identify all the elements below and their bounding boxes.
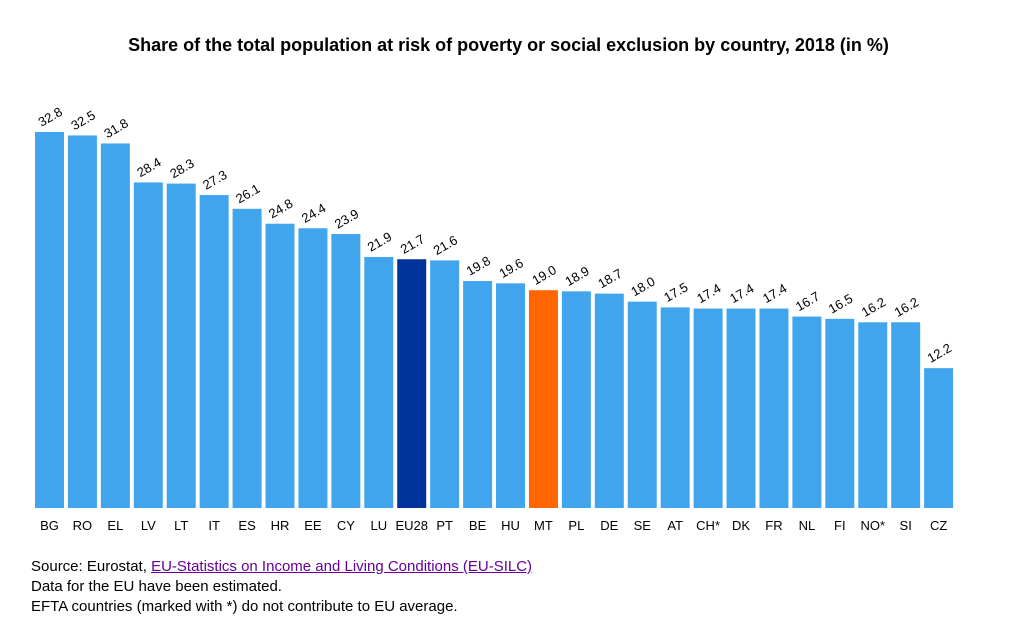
value-label-at: 17.5 bbox=[661, 279, 690, 305]
bar-de bbox=[594, 293, 624, 508]
value-label-fi: 16.5 bbox=[826, 291, 855, 317]
bar-fr bbox=[759, 308, 789, 508]
bar-it bbox=[199, 195, 229, 509]
chart-title: Share of the total population at risk of… bbox=[128, 35, 889, 55]
x-tick-label-ro: RO bbox=[73, 518, 93, 533]
x-tick-label-nl: NL bbox=[799, 518, 816, 533]
bar-es bbox=[232, 208, 262, 509]
bar-lu bbox=[364, 256, 394, 508]
value-label-lv: 28.4 bbox=[134, 154, 163, 180]
value-label-fr: 17.4 bbox=[760, 280, 789, 306]
bar-dk bbox=[726, 308, 756, 508]
value-label-hu: 19.6 bbox=[497, 255, 526, 281]
value-label-eu28: 21.7 bbox=[398, 231, 427, 257]
bar-se bbox=[627, 301, 657, 508]
x-tick-label-es: ES bbox=[238, 518, 256, 533]
bar-eu28 bbox=[397, 259, 427, 508]
x-tick-label-dk: DK bbox=[732, 518, 750, 533]
x-tick-label-at: AT bbox=[667, 518, 683, 533]
value-label-ee: 24.4 bbox=[299, 200, 328, 226]
x-tick-label-hu: HU bbox=[501, 518, 520, 533]
value-label-si: 16.2 bbox=[892, 294, 921, 320]
x-tick-label-lv: LV bbox=[141, 518, 156, 533]
x-tick-label-hr: HR bbox=[271, 518, 290, 533]
x-tick-label-cz: CZ bbox=[930, 518, 947, 533]
x-tick-label-bg: BG bbox=[40, 518, 59, 533]
value-label-de: 18.7 bbox=[595, 266, 624, 292]
bar-ee bbox=[298, 228, 328, 509]
value-label-el: 31.8 bbox=[101, 115, 130, 141]
chart-footer: Source: Eurostat, EU-Statistics on Incom… bbox=[31, 557, 532, 617]
x-tick-label-lu: LU bbox=[370, 518, 387, 533]
value-label-se: 18.0 bbox=[628, 274, 657, 300]
value-label-ch: 17.4 bbox=[694, 280, 723, 306]
value-label-ro: 32.5 bbox=[68, 107, 97, 133]
x-tick-label-fi: FI bbox=[834, 518, 846, 533]
bar-cz bbox=[924, 368, 954, 508]
bar-lv bbox=[133, 182, 163, 508]
bar-no bbox=[858, 322, 888, 508]
x-tick-label-pt: PT bbox=[436, 518, 453, 533]
bar-hr bbox=[265, 223, 295, 508]
bar-si bbox=[891, 322, 921, 508]
value-label-es: 26.1 bbox=[233, 181, 262, 207]
bar-el bbox=[100, 143, 130, 508]
value-label-cz: 12.2 bbox=[925, 340, 954, 366]
bar-ch bbox=[693, 308, 723, 508]
x-tick-label-ch: CH* bbox=[696, 518, 720, 533]
bar-at bbox=[660, 307, 690, 508]
bar-fi bbox=[825, 318, 855, 508]
bar-pt bbox=[430, 260, 460, 508]
value-label-mt: 19.0 bbox=[529, 262, 558, 288]
x-tick-label-it: IT bbox=[208, 518, 220, 533]
bar-hu bbox=[496, 283, 526, 508]
bar-pl bbox=[561, 291, 591, 508]
x-tick-label-si: SI bbox=[900, 518, 912, 533]
value-label-lu: 21.9 bbox=[365, 229, 394, 255]
value-label-hr: 24.8 bbox=[266, 196, 295, 222]
value-label-dk: 17.4 bbox=[727, 280, 756, 306]
x-tick-label-be: BE bbox=[469, 518, 487, 533]
value-label-cy: 23.9 bbox=[332, 206, 361, 232]
x-tick-label-ee: EE bbox=[304, 518, 322, 533]
x-tick-label-se: SE bbox=[634, 518, 652, 533]
bar-mt bbox=[528, 290, 558, 508]
bar-nl bbox=[792, 316, 822, 508]
bar-cy bbox=[331, 234, 361, 508]
x-tick-label-pl: PL bbox=[568, 518, 584, 533]
x-tick-label-de: DE bbox=[600, 518, 618, 533]
bar-bg bbox=[35, 132, 64, 508]
source-line: Source: Eurostat, EU-Statistics on Incom… bbox=[31, 557, 532, 577]
value-label-lt: 28.3 bbox=[167, 156, 196, 182]
efta-note: EFTA countries (marked with *) do not co… bbox=[31, 598, 458, 615]
bar-lt bbox=[166, 183, 196, 508]
x-tick-label-fr: FR bbox=[765, 518, 782, 533]
x-tick-label-mt: MT bbox=[534, 518, 553, 533]
x-tick-label-eu28: EU28 bbox=[395, 518, 428, 533]
eu-estimate-note: Data for the EU have been estimated. bbox=[31, 578, 282, 595]
value-label-no: 16.2 bbox=[859, 294, 888, 320]
value-label-be: 19.8 bbox=[464, 253, 493, 279]
source-prefix: Source: Eurostat, bbox=[31, 558, 152, 575]
value-label-nl: 16.7 bbox=[793, 289, 822, 315]
bar-be bbox=[463, 281, 493, 508]
x-tick-label-no: NO* bbox=[860, 518, 885, 533]
x-tick-label-cy: CY bbox=[337, 518, 355, 533]
x-tick-label-el: EL bbox=[107, 518, 123, 533]
value-label-pl: 18.9 bbox=[562, 263, 591, 289]
eu-silc-link[interactable]: EU-Statistics on Income and Living Condi… bbox=[151, 558, 533, 575]
x-tick-label-lt: LT bbox=[174, 518, 188, 533]
bar-ro bbox=[67, 135, 97, 508]
value-label-bg: 32.8 bbox=[36, 104, 65, 130]
value-label-it: 27.3 bbox=[200, 167, 229, 193]
value-label-pt: 21.6 bbox=[431, 232, 460, 258]
